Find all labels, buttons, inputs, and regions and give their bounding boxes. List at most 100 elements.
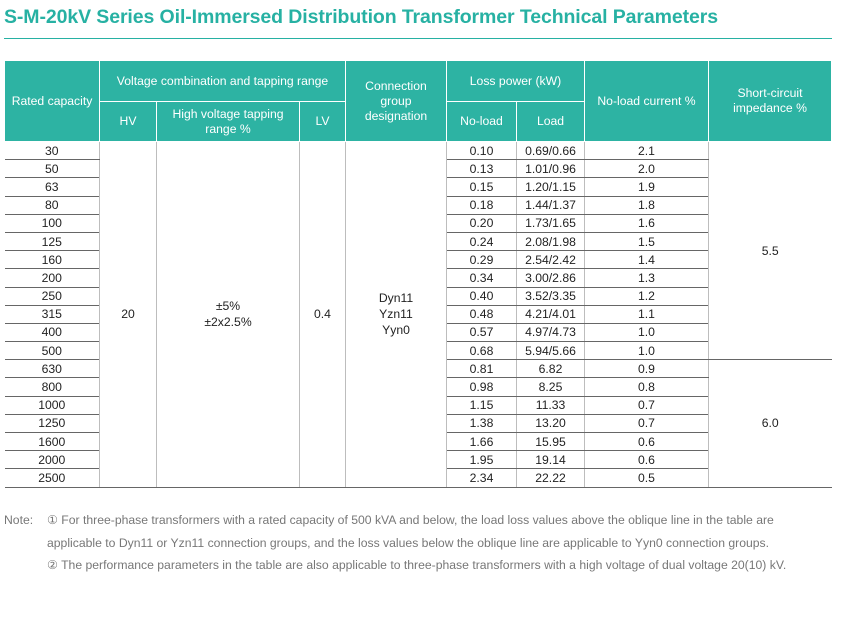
header-load: Load — [516, 101, 585, 142]
cell-no-load-loss: 0.34 — [446, 268, 517, 288]
cell-no-load-current: 0.5 — [584, 468, 709, 488]
cell-no-load-loss: 0.24 — [446, 231, 517, 252]
cell-capacity: 2500 — [4, 468, 100, 488]
header-voltage-combination: Voltage combination and tapping range — [99, 60, 346, 102]
table-row: 160 0.29 2.54/2.42 1.4 — [4, 250, 832, 270]
cell-no-load-loss: 0.18 — [446, 195, 517, 215]
cell-capacity: 1250 — [4, 413, 100, 434]
cell-no-load-loss: 0.57 — [446, 322, 517, 343]
cell-capacity: 400 — [4, 322, 100, 343]
cell-no-load-current: 2.1 — [584, 140, 709, 161]
cell-no-load-current: 2.0 — [584, 159, 709, 179]
cell-hv-value: 20 — [99, 141, 157, 488]
cell-capacity: 2000 — [4, 450, 100, 470]
cell-no-load-current: 1.9 — [584, 177, 709, 197]
header-short-circuit-impedance: Short-circuit impedance % — [708, 60, 832, 142]
cell-no-load-loss: 0.68 — [446, 341, 517, 361]
table-row: 250 0.40 3.52/3.35 1.2 — [4, 286, 832, 306]
cell-capacity: 630 — [4, 359, 100, 379]
cell-no-load-current: 0.7 — [584, 413, 709, 434]
note-body: ① For three-phase transformers with a ra… — [47, 509, 804, 577]
cell-load-loss: 1.73/1.65 — [516, 213, 585, 233]
cell-load-loss: 2.54/2.42 — [516, 250, 585, 270]
cell-no-load-current: 0.6 — [584, 431, 709, 452]
connection-group-2: Yzn11 — [379, 307, 413, 322]
cell-load-loss: 19.14 — [516, 450, 585, 470]
cell-no-load-loss: 0.81 — [446, 359, 517, 379]
header-hv: HV — [99, 101, 157, 142]
cell-capacity: 100 — [4, 213, 100, 233]
cell-no-load-current: 0.9 — [584, 359, 709, 379]
cell-load-loss: 5.94/5.66 — [516, 341, 585, 361]
header-connection-group: Connection group designation — [345, 60, 447, 142]
note-label: Note: — [4, 513, 34, 527]
cell-load-loss: 1.01/0.96 — [516, 159, 585, 179]
cell-load-loss: 22.22 — [516, 468, 585, 488]
cell-load-loss: 4.21/4.01 — [516, 304, 585, 324]
table-row: 315 0.48 4.21/4.01 1.1 — [4, 304, 832, 324]
cell-no-load-loss: 1.95 — [446, 450, 517, 470]
cell-capacity: 500 — [4, 341, 100, 361]
cell-lv-value: 0.4 — [299, 141, 346, 488]
cell-load-loss: 3.52/3.35 — [516, 286, 585, 306]
cell-no-load-current: 0.8 — [584, 377, 709, 397]
cell-load-loss: 15.95 — [516, 431, 585, 452]
cell-no-load-loss: 1.15 — [446, 395, 517, 415]
connection-group-1: Dyn11 — [378, 291, 414, 306]
note-item-2: ② The performance parameters in the tabl… — [47, 558, 787, 572]
cell-connection-groups: Dyn11 Yzn11 Yyn0 — [345, 141, 447, 488]
note-item-1: ① For three-phase transformers with a ra… — [47, 513, 774, 550]
cell-load-loss: 1.20/1.15 — [516, 177, 585, 197]
cell-no-load-loss: 0.40 — [446, 286, 517, 306]
cell-load-loss: 8.25 — [516, 377, 585, 397]
tapping-range-line-2: ±2x2.5% — [204, 315, 252, 330]
cell-no-load-current: 1.8 — [584, 195, 709, 215]
table-row: 200 0.34 3.00/2.86 1.3 — [4, 268, 832, 288]
table-row: 1000 1.15 11.33 0.7 — [4, 395, 832, 415]
cell-capacity: 160 — [4, 250, 100, 270]
table-row: 800 0.98 8.25 0.8 — [4, 377, 832, 397]
cell-capacity: 250 — [4, 286, 100, 306]
cell-capacity: 63 — [4, 177, 100, 197]
table-row: 630 0.81 6.82 0.9 6.0 — [4, 359, 832, 488]
cell-no-load-loss: 0.29 — [446, 250, 517, 270]
cell-no-load-loss: 0.98 — [446, 377, 517, 397]
cell-capacity: 800 — [4, 377, 100, 397]
table-row: 400 0.57 4.97/4.73 1.0 — [4, 322, 832, 343]
cell-load-loss: 2.08/1.98 — [516, 231, 585, 252]
table-row: 1250 1.38 13.20 0.7 — [4, 413, 832, 434]
cell-capacity: 315 — [4, 304, 100, 324]
cell-no-load-current: 1.0 — [584, 341, 709, 361]
cell-load-loss: 13.20 — [516, 413, 585, 434]
table-row: 2500 2.34 22.22 0.5 — [4, 468, 832, 488]
cell-no-load-loss: 2.34 — [446, 468, 517, 488]
cell-no-load-current: 0.6 — [584, 450, 709, 470]
table-note: Note: ① For three-phase transformers wit… — [4, 509, 804, 577]
cell-no-load-current: 1.3 — [584, 268, 709, 288]
cell-no-load-loss: 0.48 — [446, 304, 517, 324]
cell-no-load-current: 0.7 — [584, 395, 709, 415]
header-lv: LV — [299, 101, 346, 142]
cell-capacity: 80 — [4, 195, 100, 215]
cell-capacity: 50 — [4, 159, 100, 179]
cell-load-loss: 3.00/2.86 — [516, 268, 585, 288]
cell-tapping-range: ±5% ±2x2.5% — [156, 141, 300, 488]
cell-capacity: 1600 — [4, 431, 100, 452]
page-title: S-M-20kV Series Oil-Immersed Distributio… — [4, 6, 718, 28]
cell-no-load-current: 1.0 — [584, 322, 709, 343]
table-row: 125 0.24 2.08/1.98 1.5 — [4, 231, 832, 252]
cell-no-load-current: 1.1 — [584, 304, 709, 324]
cell-load-loss: 4.97/4.73 — [516, 322, 585, 343]
connection-group-3: Yyn0 — [382, 323, 410, 338]
cell-no-load-current: 1.6 — [584, 213, 709, 233]
cell-load-loss: 0.69/0.66 — [516, 140, 585, 161]
cell-capacity: 1000 — [4, 395, 100, 415]
cell-no-load-loss: 1.38 — [446, 413, 517, 434]
cell-load-loss: 6.82 — [516, 359, 585, 379]
header-no-load-current: No-load current % — [584, 60, 709, 142]
cell-no-load-loss: 1.66 — [446, 431, 517, 452]
cell-capacity: 30 — [4, 140, 100, 161]
cell-no-load-current: 1.4 — [584, 250, 709, 270]
header-hv-tapping-range: High voltage tapping range % — [156, 101, 300, 142]
table-row: 500 0.68 5.94/5.66 1.0 — [4, 341, 832, 361]
